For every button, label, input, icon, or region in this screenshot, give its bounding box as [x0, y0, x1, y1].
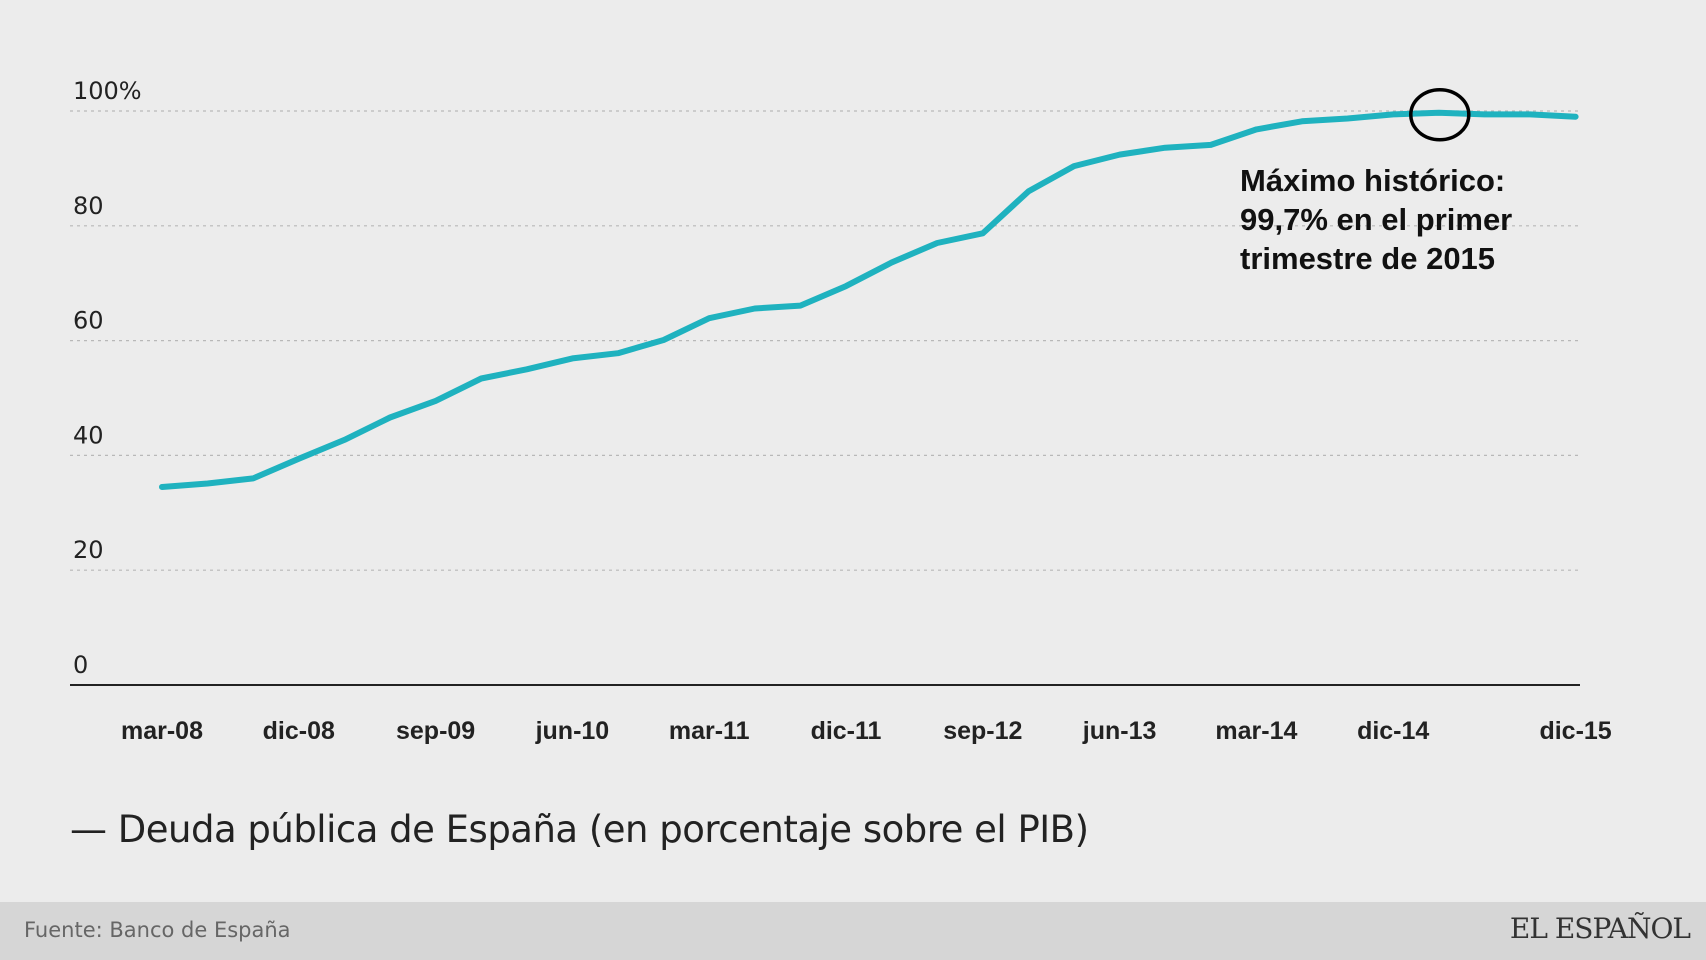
x-tick-label: mar-14 — [1215, 717, 1297, 745]
data-point — [889, 260, 895, 266]
data-point — [1071, 163, 1077, 169]
series-group — [159, 109, 1579, 490]
x-tick-label: mar-08 — [121, 717, 203, 745]
y-tick-label: 0 — [73, 651, 88, 679]
highlight-circle — [1409, 87, 1471, 142]
x-tick-label: sep-12 — [943, 717, 1022, 745]
y-tick-label: 20 — [73, 536, 104, 564]
data-point — [524, 366, 530, 372]
y-tick-label: 40 — [73, 421, 104, 449]
data-point — [1117, 152, 1123, 158]
annotation-text: trimestre de 2015 — [1240, 241, 1495, 276]
annotation-text: Máximo histórico: — [1240, 163, 1505, 198]
data-point — [1208, 142, 1214, 148]
y-axis-ticks: 0 20 40 60 80 100% — [73, 77, 142, 679]
x-tick-label: dic-08 — [263, 717, 335, 745]
x-tick-label: jun-13 — [1082, 717, 1157, 745]
footer-bar: Fuente: Banco de España EL ESPAÑOL — [0, 902, 1706, 960]
x-tick-label: dic-11 — [811, 717, 882, 745]
data-point — [843, 283, 849, 289]
data-point — [1390, 111, 1396, 117]
data-point — [1253, 126, 1259, 132]
data-point — [661, 337, 667, 343]
y-tick-label: 80 — [73, 192, 104, 220]
data-point — [569, 355, 575, 361]
x-tick-label: mar-11 — [669, 717, 750, 745]
data-point — [1162, 145, 1168, 151]
data-point — [934, 240, 940, 246]
data-point — [250, 475, 256, 481]
data-point — [1527, 111, 1533, 117]
data-point — [433, 398, 439, 404]
data-point — [1436, 110, 1442, 116]
data-point — [478, 375, 484, 381]
data-point — [752, 305, 758, 311]
data-point — [615, 350, 621, 356]
annotation-text: 99,7% en el primer — [1240, 202, 1512, 237]
data-point — [1299, 118, 1305, 124]
annotation: Máximo histórico: 99,7% en el primer trime… — [1240, 87, 1512, 276]
data-point — [1025, 188, 1031, 194]
x-axis-ticks: mar-08 dic-08 sep-09 jun-10 mar-11 dic-11 sep-… — [121, 717, 1612, 745]
x-tick-label: jun-10 — [535, 717, 610, 745]
data-point — [159, 484, 165, 490]
data-point — [1481, 111, 1487, 117]
x-tick-label: dic-15 — [1539, 717, 1611, 745]
series-line — [159, 109, 1579, 490]
legend-entry: — Deuda pública de España (en porcentaje… — [70, 808, 1089, 851]
x-tick-label: dic-14 — [1357, 717, 1429, 745]
x-tick-label: sep-09 — [396, 717, 475, 745]
data-point — [296, 456, 302, 462]
data-point — [1345, 115, 1351, 121]
source-text: Fuente: Banco de España — [24, 918, 291, 942]
data-point — [1573, 114, 1579, 120]
data-point — [797, 303, 803, 309]
data-point — [205, 481, 211, 487]
data-point — [387, 415, 393, 421]
brand-logo: EL ESPAÑOL — [1509, 912, 1691, 945]
data-point — [980, 230, 986, 236]
y-tick-label: 100% — [73, 77, 142, 105]
data-point — [706, 315, 712, 321]
y-tick-label: 60 — [73, 307, 104, 335]
data-point — [341, 437, 347, 443]
